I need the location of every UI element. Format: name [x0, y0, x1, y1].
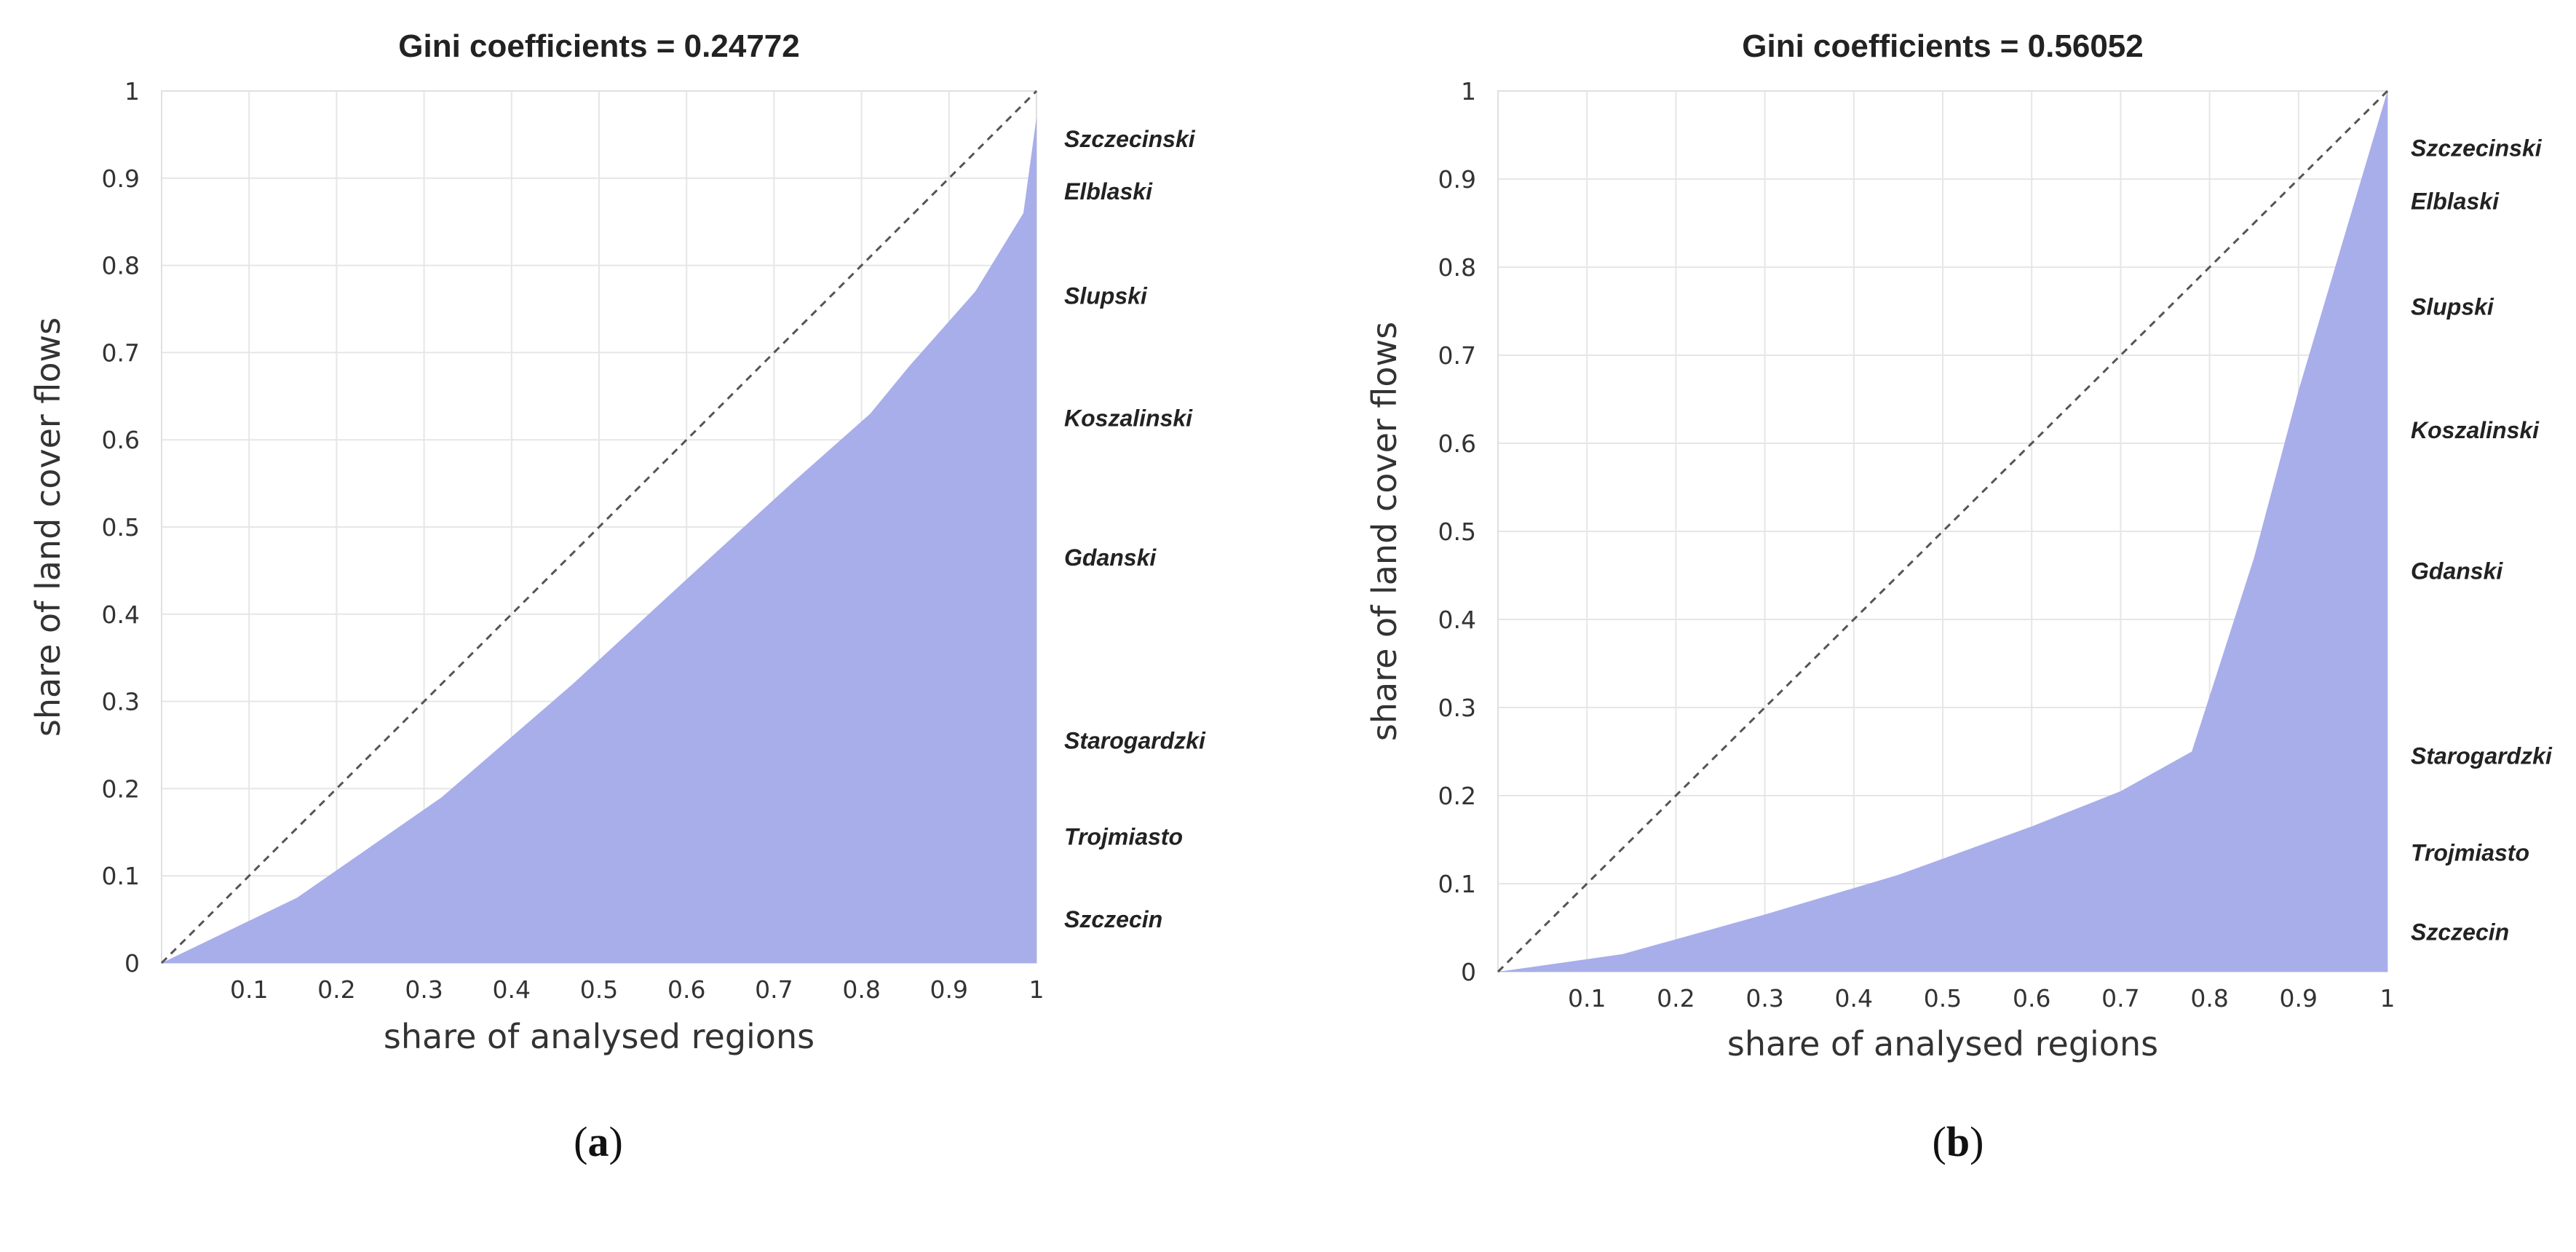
region-label: Szczecinski: [1064, 126, 1196, 152]
panel-caption: (a): [574, 1118, 623, 1165]
x-tick-label: 0.3: [1745, 984, 1783, 1013]
x-tick-label: 0.5: [580, 975, 618, 1004]
y-tick-label: 0.5: [1438, 518, 1476, 546]
y-tick-label: 0.4: [102, 601, 140, 629]
x-tick-label: 0.4: [1835, 984, 1873, 1013]
caption-letter: b: [1946, 1118, 1970, 1165]
x-tick-label: 0.7: [755, 975, 793, 1004]
x-axis-label: share of analysed regions: [384, 1017, 815, 1056]
y-tick-label: 0.8: [1438, 253, 1476, 282]
y-tick-label: 0.4: [1438, 606, 1476, 634]
region-label: Szczecinski: [2411, 135, 2543, 162]
y-tick-label: 0.7: [102, 338, 140, 367]
region-label: Starogardzki: [2411, 743, 2553, 769]
chart-title: Gini coefficients = 0.24772: [398, 28, 799, 64]
x-tick-label: 1: [2380, 984, 2395, 1013]
region-label: Gdanski: [2411, 558, 2503, 584]
y-tick-label: 0.1: [1438, 870, 1476, 898]
x-tick-label: 0.7: [2101, 984, 2139, 1013]
chart-title: Gini coefficients = 0.56052: [1742, 28, 2143, 64]
x-tick-label: 0.8: [842, 975, 880, 1004]
caption-letter: a: [588, 1118, 609, 1165]
y-tick-label: 0.1: [102, 862, 140, 890]
region-label: Starogardzki: [1064, 728, 1206, 754]
y-tick-label: 0.3: [1438, 694, 1476, 722]
y-axis-label: share of land cover flows: [1365, 322, 1404, 741]
y-tick-label: 0.5: [102, 513, 140, 542]
y-tick-label: 0.9: [1438, 165, 1476, 194]
region-label: Szczecin: [2411, 919, 2509, 946]
x-tick-label: 0.9: [930, 975, 968, 1004]
region-label: Elblaski: [1064, 178, 1153, 205]
chart-panel-a: 0.1 0.2 0.3 0.4 0.5 0.6 0.7 0.8 0.9 1 0 0.1 0.2 0.3 0.…: [28, 28, 1206, 1165]
y-tick-label: 0.2: [102, 774, 140, 803]
y-tick-label: 0.7: [1438, 341, 1476, 370]
x-tick-label: 0.9: [2280, 984, 2318, 1013]
x-tick-label: 0.2: [1657, 984, 1695, 1013]
x-tick-label: 0.2: [317, 975, 355, 1004]
y-tick-label: 0: [124, 949, 140, 978]
panel-caption: (b): [1933, 1118, 1984, 1165]
y-tick-label: 1: [1461, 77, 1476, 106]
x-tick-label: 1: [1029, 975, 1045, 1004]
y-tick-label: 0.8: [102, 252, 140, 280]
equality-line: [160, 90, 1038, 964]
x-tick-label: 0.1: [1568, 984, 1606, 1013]
x-tick-label: 0.4: [493, 975, 531, 1004]
x-tick-label: 0.6: [2013, 984, 2050, 1013]
y-tick-label: 1: [124, 77, 140, 106]
region-label: Trojmiasto: [1064, 823, 1183, 849]
region-label: Slupski: [1064, 283, 1148, 309]
caption-paren-close: ): [1970, 1118, 1983, 1165]
region-label: Elblaski: [2411, 188, 2500, 214]
x-tick-label: 0.3: [405, 975, 443, 1004]
y-tick-label: 0.9: [102, 165, 140, 193]
x-tick-label: 0.1: [230, 975, 268, 1004]
y-tick-label: 0.3: [102, 688, 140, 716]
lorenz-curve-area: [1498, 91, 2387, 972]
x-tick-label: 0.5: [1924, 984, 1962, 1013]
region-label: Szczecin: [1064, 906, 1162, 932]
region-label: Koszalinski: [2411, 417, 2540, 443]
caption-paren-open: (: [1933, 1118, 1946, 1165]
region-label: Koszalinski: [1064, 405, 1193, 431]
y-tick-label: 0.2: [1438, 782, 1476, 810]
region-label: Gdanski: [1064, 544, 1157, 571]
x-tick-label: 0.6: [667, 975, 705, 1004]
lorenz-curve-area: [162, 116, 1037, 964]
region-label: Slupski: [2411, 293, 2494, 320]
caption-paren-open: (: [574, 1118, 587, 1165]
y-tick-label: 0: [1461, 958, 1476, 986]
y-axis-label: share of land cover flows: [28, 317, 68, 737]
x-tick-label: 0.8: [2190, 984, 2228, 1013]
y-tick-label: 0.6: [1438, 429, 1476, 458]
chart-panel-b: 0.1 0.2 0.3 0.4 0.5 0.6 0.7 0.8 0.9 1 0 0.1 0.2 0.3 0.…: [1365, 28, 2553, 1165]
caption-paren-close: ): [609, 1118, 623, 1165]
y-tick-label: 0.6: [102, 426, 140, 454]
region-label: Trojmiasto: [2411, 840, 2529, 866]
x-axis-label: share of analysed regions: [1727, 1024, 2158, 1063]
